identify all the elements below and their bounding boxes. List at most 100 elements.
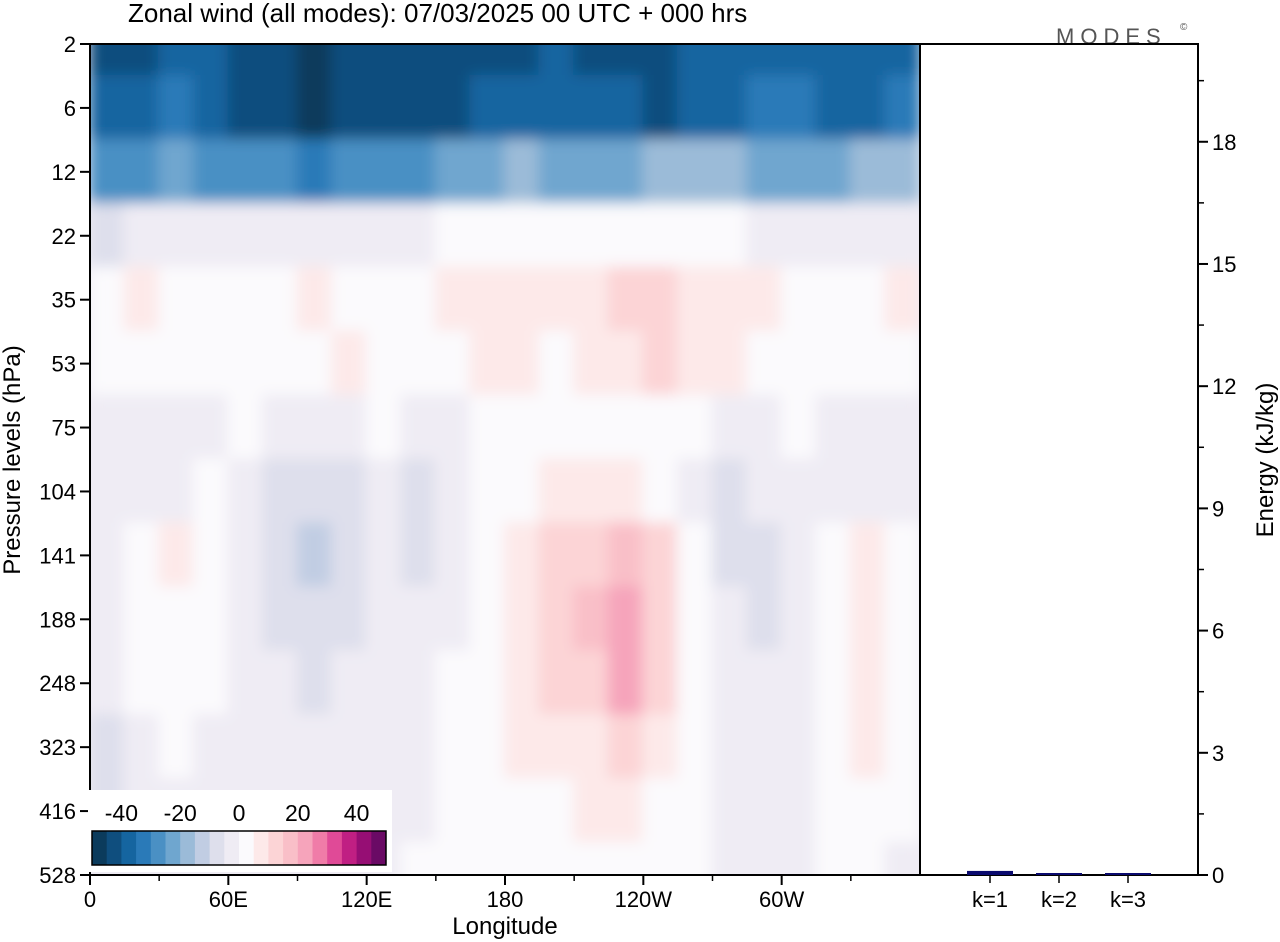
colorbar-swatch xyxy=(150,831,166,865)
heatmap-cell xyxy=(780,778,818,845)
heatmap-cell xyxy=(227,44,264,77)
y-tick-label: 22 xyxy=(52,224,76,249)
colorbar-swatch xyxy=(209,831,225,865)
heatmap-cell xyxy=(884,650,920,717)
heatmap-cell xyxy=(538,330,576,397)
heatmap-cell xyxy=(746,330,783,397)
heatmap-cell xyxy=(849,44,887,77)
heatmap-cell xyxy=(469,330,506,397)
pressure-axis: 2 6 12 22 35 53 75 104 141 188 248 323 416 528 xyxy=(39,32,90,888)
heatmap-cell xyxy=(296,714,334,781)
heatmap-cell xyxy=(365,44,403,77)
heatmap-cell xyxy=(538,714,576,781)
y-tick-label: 323 xyxy=(39,735,76,760)
heatmap-cell xyxy=(434,330,472,397)
heatmap-cell xyxy=(331,202,368,269)
heatmap-cell xyxy=(90,202,126,269)
heatmap-cell xyxy=(400,266,437,333)
heatmap-cell xyxy=(158,202,195,269)
heatmap-cell xyxy=(815,44,852,77)
heatmap-cell xyxy=(849,202,887,269)
heatmap-cell xyxy=(538,586,576,653)
heatmap-cell xyxy=(261,330,299,397)
heatmap-cell xyxy=(365,330,403,397)
y-tick-label: 188 xyxy=(39,607,76,632)
heatmap-cell xyxy=(158,714,195,781)
colorbar-swatch xyxy=(165,831,181,865)
heatmap-cell xyxy=(573,266,610,333)
heatmap-cell xyxy=(365,74,403,141)
heatmap-cell xyxy=(434,266,472,333)
heatmap-cell xyxy=(607,394,645,461)
colorbar-swatch xyxy=(283,831,299,865)
heatmap-cell xyxy=(123,522,161,589)
heatmap-cell xyxy=(504,714,541,781)
heatmap-cell xyxy=(815,586,852,653)
energy-tick-label: 15 xyxy=(1212,252,1236,277)
colorbar-swatch xyxy=(121,831,137,865)
heatmap-cell xyxy=(227,522,264,589)
heatmap-cell xyxy=(158,44,195,77)
heatmap-cell xyxy=(849,522,887,589)
heatmap-cell xyxy=(884,138,920,205)
heatmap-cell xyxy=(676,458,714,525)
heatmap-cell xyxy=(849,74,887,141)
heatmap-field xyxy=(90,44,920,875)
heatmap-cell xyxy=(884,266,920,333)
heatmap-cell xyxy=(642,44,679,77)
heatmap-cell xyxy=(400,394,437,461)
heatmap-cell xyxy=(123,650,161,717)
colorbar-swatch xyxy=(194,831,211,865)
heatmap-cell xyxy=(849,138,887,205)
heatmap-cell xyxy=(90,650,126,717)
colorbar-swatch xyxy=(268,831,284,865)
heatmap-cell xyxy=(400,330,437,397)
heatmap-cell xyxy=(642,74,679,141)
heatmap-cell xyxy=(434,522,472,589)
heatmap-cell xyxy=(504,44,541,77)
heatmap-cell xyxy=(227,650,264,717)
heatmap-cell xyxy=(192,74,230,141)
heatmap-cell xyxy=(331,330,368,397)
heatmap-cell xyxy=(434,650,472,717)
heatmap-cell xyxy=(400,138,437,205)
heatmap-cell xyxy=(884,586,920,653)
heatmap-cell xyxy=(849,458,887,525)
energy-tick-label: 9 xyxy=(1212,496,1224,521)
heatmap-cell xyxy=(227,74,264,141)
colorbar-swatch xyxy=(92,831,108,865)
heatmap-cell xyxy=(711,714,749,781)
heatmap-cell xyxy=(711,74,749,141)
heatmap-cell xyxy=(365,522,403,589)
heatmap-cell xyxy=(849,778,887,845)
heatmap-cell xyxy=(573,44,610,77)
heatmap-cell xyxy=(158,330,195,397)
colorbar: -40 -20 0 20 40 xyxy=(88,790,392,872)
heatmap-cell xyxy=(296,74,334,141)
heatmap-cell xyxy=(504,650,541,717)
heatmap-cell xyxy=(746,458,783,525)
y-tick-label: 12 xyxy=(52,160,76,185)
heatmap-cell xyxy=(261,650,299,717)
heatmap-cell xyxy=(780,266,818,333)
heatmap-cell xyxy=(434,74,472,141)
heatmap-cell xyxy=(227,330,264,397)
heatmap-cell xyxy=(400,778,437,845)
heatmap-cell xyxy=(400,650,437,717)
heatmap-cell xyxy=(538,138,576,205)
heatmap-cell xyxy=(331,458,368,525)
heatmap-cell xyxy=(192,202,230,269)
heatmap-cell xyxy=(642,842,679,875)
heatmap-cell xyxy=(780,458,818,525)
heatmap-cell xyxy=(573,778,610,845)
heatmap-cell xyxy=(780,522,818,589)
heatmap-cell xyxy=(90,138,126,205)
energy-bar xyxy=(1105,873,1151,875)
y-tick-label: 6 xyxy=(64,96,76,121)
heatmap-cell xyxy=(227,714,264,781)
heatmap-cell xyxy=(158,394,195,461)
heatmap-cell xyxy=(123,714,161,781)
heatmap-cell xyxy=(676,74,714,141)
heatmap-cell xyxy=(331,138,368,205)
heatmap-cell xyxy=(504,586,541,653)
